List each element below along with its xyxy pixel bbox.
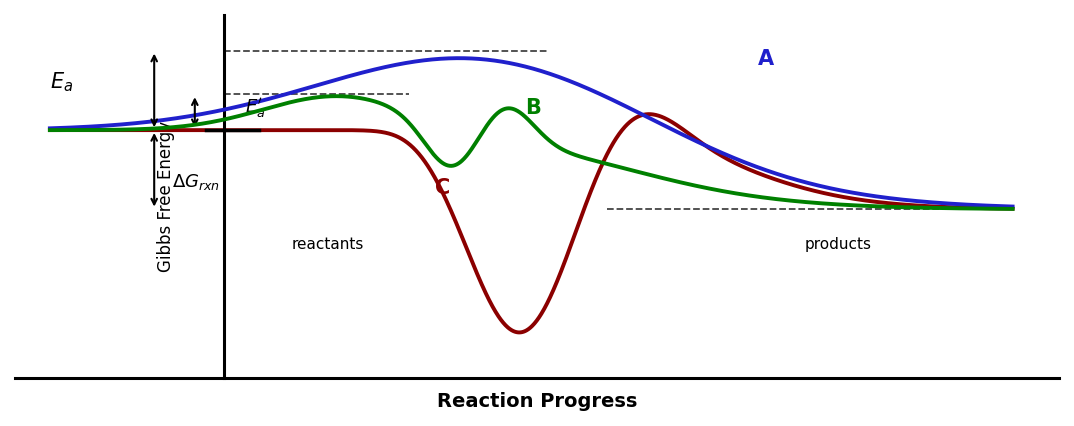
Text: A: A — [757, 49, 773, 69]
Text: C: C — [435, 178, 450, 198]
Text: products: products — [806, 237, 872, 252]
Text: $\Delta G_{rxn}$: $\Delta G_{rxn}$ — [172, 172, 220, 192]
X-axis label: Reaction Progress: Reaction Progress — [437, 392, 637, 411]
Text: B: B — [525, 98, 541, 118]
Text: $E_a'$: $E_a'$ — [245, 96, 265, 120]
Text: $E_a$: $E_a$ — [49, 71, 73, 94]
Text: reactants: reactants — [292, 237, 364, 252]
Y-axis label: Gibbs Free Energy: Gibbs Free Energy — [157, 121, 175, 272]
